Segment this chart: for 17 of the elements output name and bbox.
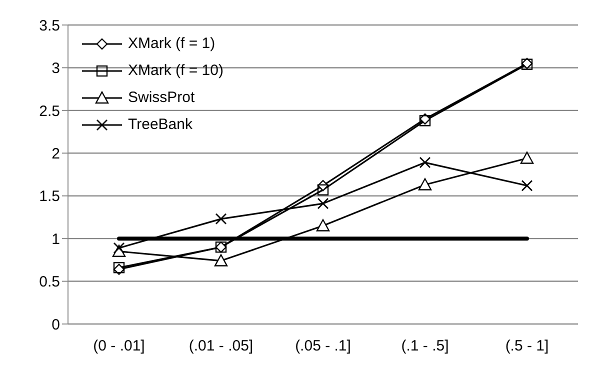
y-tick-label: 2.5 [39, 102, 60, 120]
y-tick-label: 0.5 [39, 274, 60, 291]
y-tick-label: 2 [52, 145, 60, 162]
legend-label: SwissProt [128, 89, 195, 106]
y-tick-label: 1.5 [39, 188, 60, 206]
y-tick-label: 3.5 [39, 17, 60, 34]
legend-label: TreeBank [128, 116, 192, 133]
x-tick-label: (0 - .01] [93, 338, 145, 355]
legend-label: XMark (f = 10) [128, 62, 224, 79]
y-tick-label: 0 [52, 316, 60, 334]
x-tick-label: (.01 - .05] [188, 338, 254, 355]
y-tick-label: 1 [52, 230, 60, 248]
x-tick-label: (.5 - 1] [505, 338, 549, 355]
y-tick-label: 3 [52, 60, 60, 78]
x-tick-label: (.05 - .1] [295, 338, 351, 355]
x-tick-label: (.1 - .5] [401, 338, 449, 355]
legend-label: XMark (f = 1) [128, 35, 216, 52]
